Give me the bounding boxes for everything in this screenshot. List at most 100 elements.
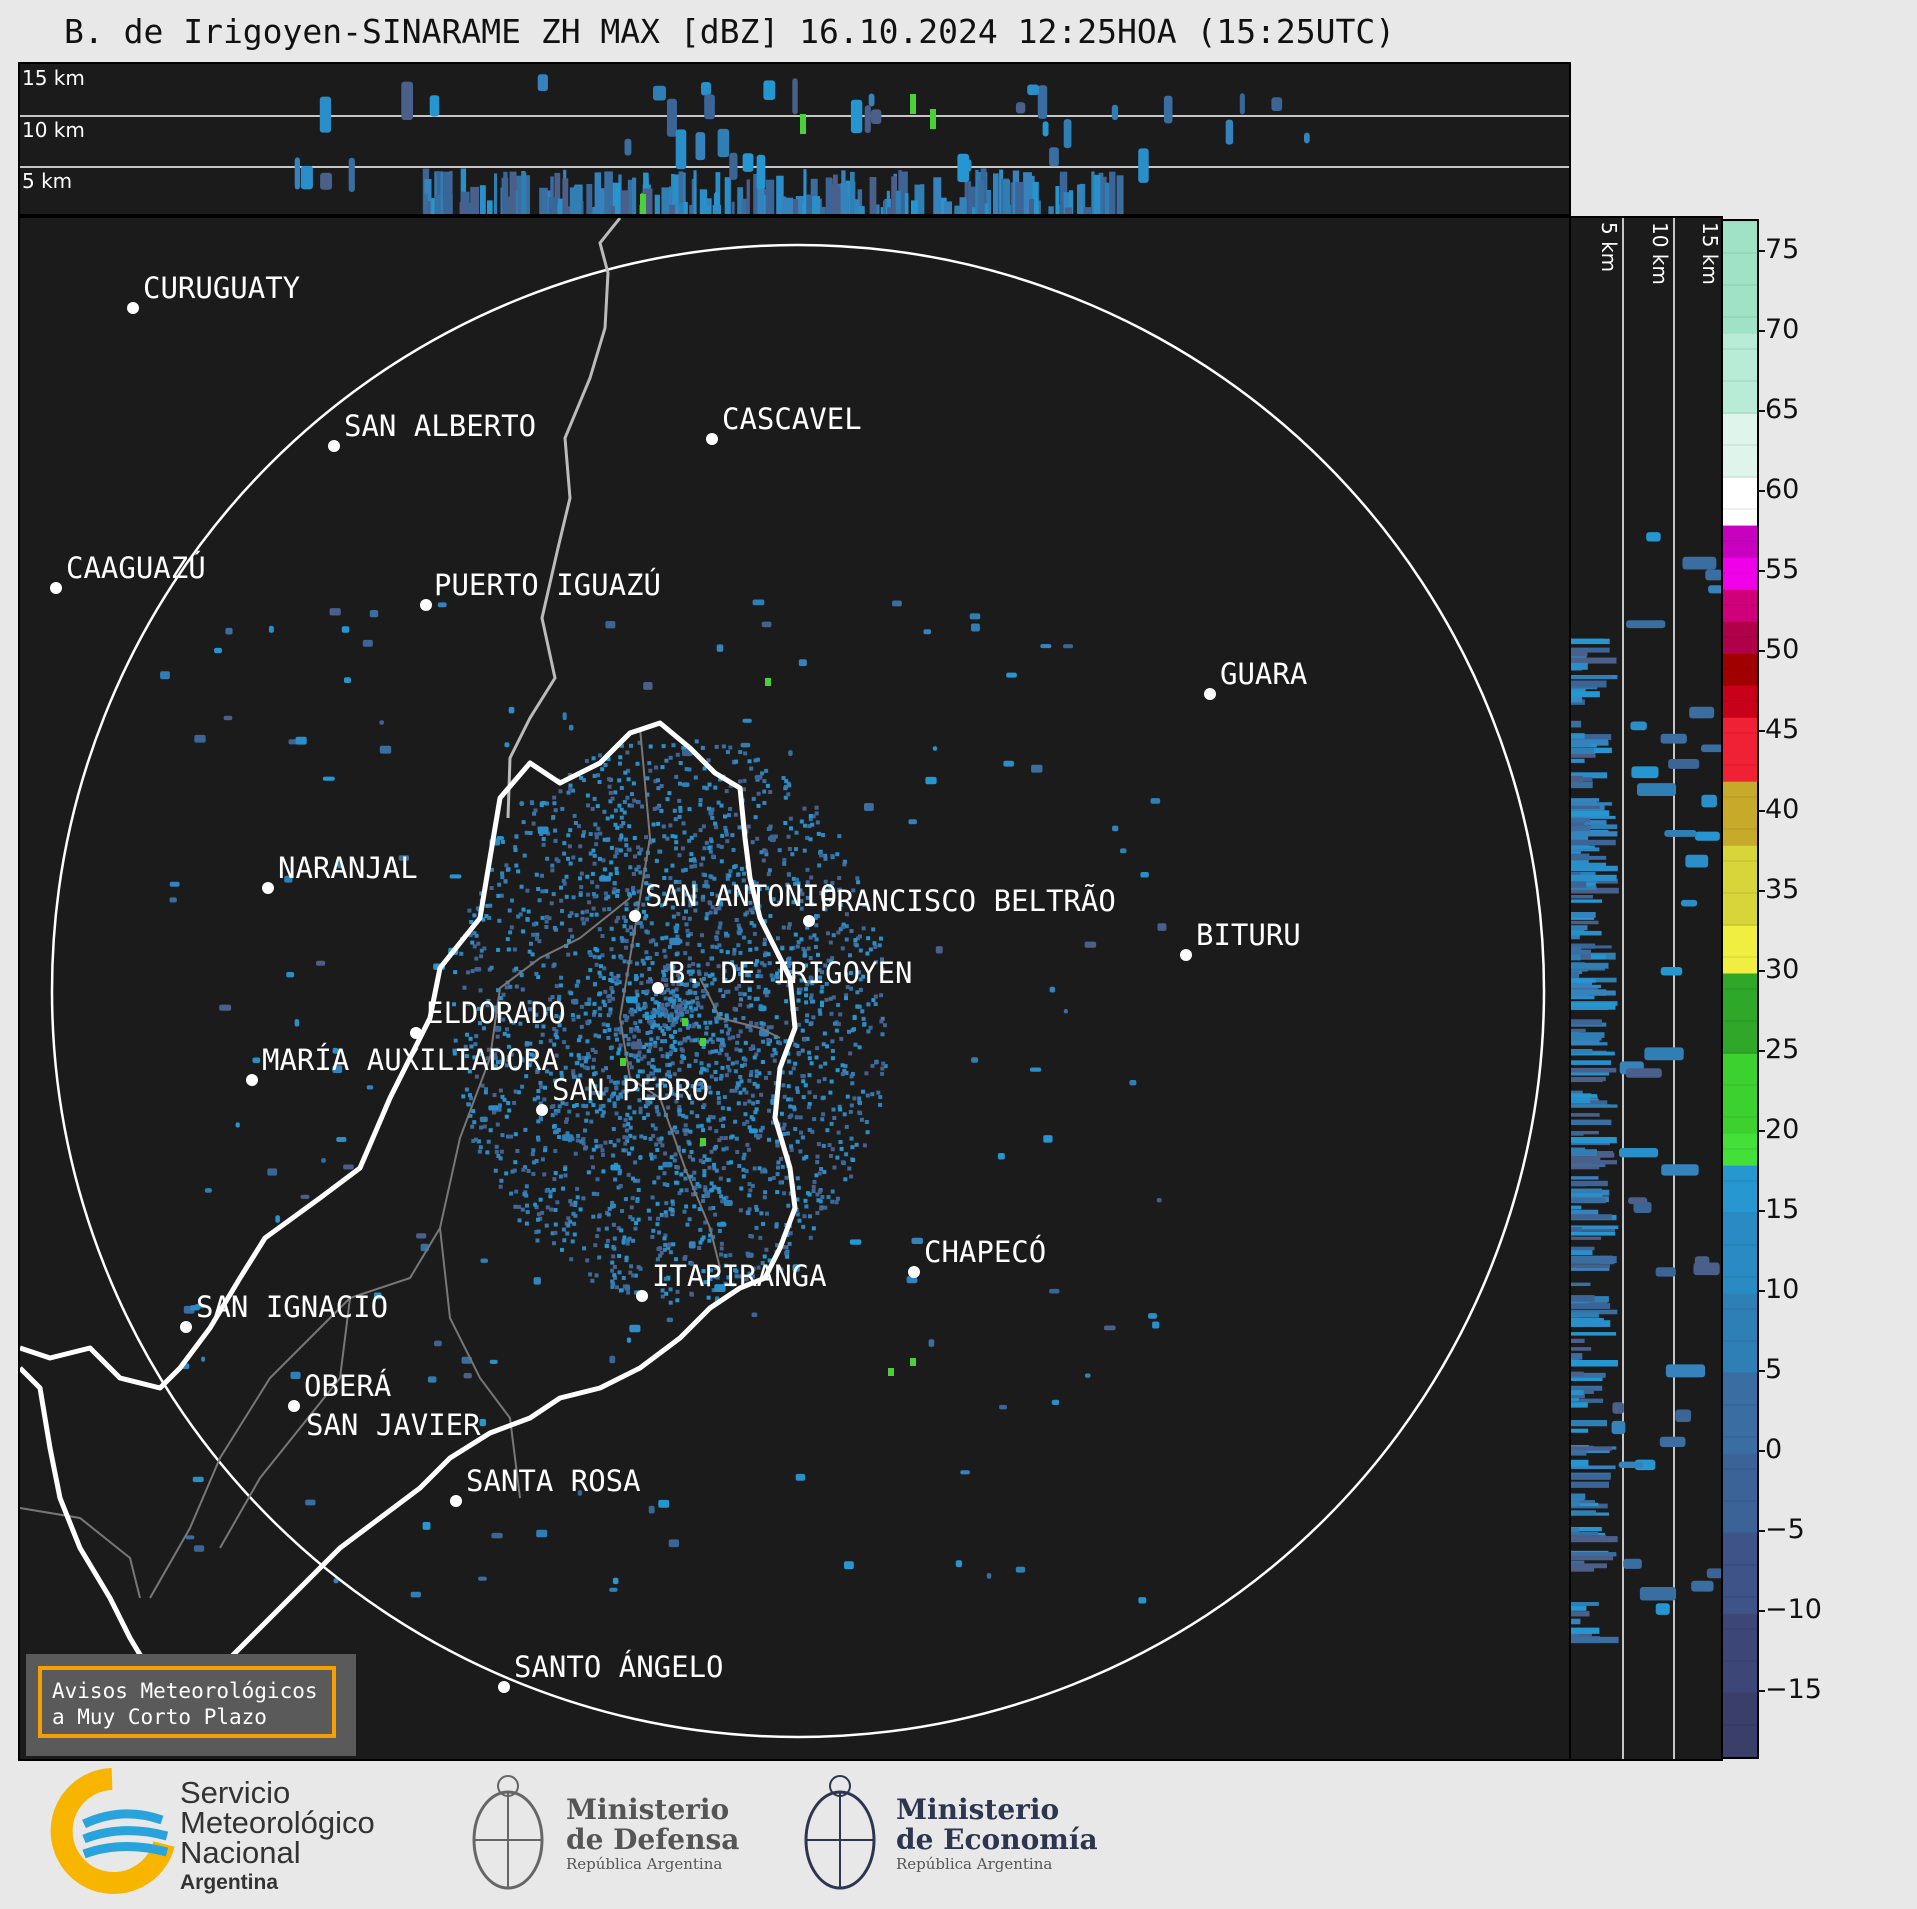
- city-dot: [328, 440, 340, 452]
- city-label: CHAPECÓ: [924, 1235, 1046, 1269]
- colorbar-tick-label: 5: [1765, 1354, 1783, 1385]
- smn-name: Servicio Meteorológico Nacional Argentin…: [180, 1775, 375, 1898]
- colorbar-tick-label: 25: [1765, 1034, 1800, 1065]
- colorbar: [1721, 219, 1759, 1759]
- department-borders: [20, 727, 781, 1599]
- city-label: NARANJAL: [278, 851, 418, 885]
- colorbar-tick-label: 75: [1765, 234, 1800, 265]
- city-label: PUERTO IGUAZÚ: [434, 568, 661, 602]
- smn-line4: Argentina: [180, 1871, 279, 1894]
- top-height-profile-panel: 15 km 10 km 5 km: [18, 62, 1571, 216]
- side-label-10km: 10 km: [1648, 222, 1672, 285]
- colorbar-tickmark: [1757, 570, 1765, 572]
- city-marker: SANTA ROSA: [450, 1464, 641, 1507]
- radar-map[interactable]: CURUGUATY SAN ALBERTO CASCAVEL CAAGUAZÚ GUAR…: [20, 218, 1571, 1761]
- smn-line1: Servicio: [180, 1775, 291, 1810]
- city-dot: [288, 1400, 300, 1412]
- warning-link[interactable]: Avisos Meteorológicos a Muy Corto Plazo: [38, 1666, 336, 1738]
- city-label: ELDORADO: [426, 996, 566, 1030]
- colorbar-tick-label: 50: [1765, 634, 1800, 665]
- city-marker: BITURU: [1180, 918, 1301, 961]
- city-marker: SAN IGNACIO: [180, 1290, 388, 1333]
- colorbar-tick-label: 35: [1765, 874, 1800, 905]
- radar-map-panel[interactable]: CURUGUATY SAN ALBERTO CASCAVEL CAAGUAZÚ GUAR…: [18, 216, 1571, 1761]
- colorbar-tickmark: [1757, 970, 1765, 972]
- city-dot: [410, 1027, 422, 1039]
- city-marker: MARÍA AUXILIADORA: [246, 1043, 559, 1086]
- colorbar-tickmark: [1757, 410, 1765, 412]
- city-label: BITURU: [1196, 918, 1301, 952]
- city-marker: CAAGUAZÚ: [50, 551, 206, 594]
- colorbar-tick-label: 20: [1765, 1114, 1800, 1145]
- colorbar-tickmark: [1757, 1290, 1765, 1292]
- city-dot: [629, 910, 641, 922]
- city-label: SAN IGNACIO: [196, 1290, 388, 1324]
- city-label: OBERÁ: [304, 1369, 391, 1403]
- economia-emblem-icon: [804, 1775, 876, 1890]
- smn-line2: Meteorológico: [180, 1805, 375, 1840]
- warning-line1: Avisos Meteorológicos: [52, 1679, 318, 1703]
- economia-line2: de Economía: [896, 1823, 1098, 1856]
- city-label: ITAPIRANGA: [652, 1259, 827, 1293]
- city-dot: [498, 1681, 510, 1693]
- city-label: B. DE IRIGOYEN: [668, 956, 912, 990]
- colorbar-tick-label: 70: [1765, 314, 1800, 345]
- city-marker: GUARA: [1204, 657, 1307, 700]
- colorbar-tick-label: 65: [1765, 394, 1800, 425]
- colorbar-tick-label: 55: [1765, 554, 1800, 585]
- colorbar-tick-label: −15: [1765, 1674, 1822, 1705]
- city-dot: [246, 1074, 258, 1086]
- city-dot: [450, 1495, 462, 1507]
- city-marker: NARANJAL: [262, 851, 418, 894]
- colorbar-tickmark: [1757, 490, 1765, 492]
- colorbar-tick-label: −10: [1765, 1594, 1822, 1625]
- defensa-line2: de Defensa: [566, 1823, 740, 1856]
- smn-logo-icon: [50, 1768, 175, 1894]
- city-label: SAN PEDRO: [552, 1073, 709, 1107]
- colorbar-tickmark: [1757, 1130, 1765, 1132]
- colorbar-tickmark: [1757, 1610, 1765, 1612]
- colorbar-tickmark: [1757, 650, 1765, 652]
- city-dot: [536, 1104, 548, 1116]
- city-marker: CASCAVEL: [706, 402, 862, 445]
- colorbar-tickmark: [1757, 890, 1765, 892]
- city-dot: [803, 915, 815, 927]
- city-label: SAN JAVIER: [306, 1408, 481, 1442]
- city-dot: [127, 302, 139, 314]
- range-ring: [50, 243, 1546, 1739]
- colorbar-tickmark: [1757, 1370, 1765, 1372]
- city-marker: ITAPIRANGA: [636, 1259, 827, 1302]
- side-label-5km: 5 km: [1597, 222, 1621, 273]
- warning-box[interactable]: Avisos Meteorológicos a Muy Corto Plazo: [26, 1654, 356, 1756]
- defensa-emblem-icon: [472, 1775, 544, 1890]
- city-label: CASCAVEL: [722, 402, 862, 436]
- colorbar-tick-label: 40: [1765, 794, 1800, 825]
- city-dot: [636, 1290, 648, 1302]
- city-dot: [706, 433, 718, 445]
- city-marker: SAN PEDRO: [536, 1073, 709, 1116]
- colorbar-tickmark: [1757, 730, 1765, 732]
- city-marker: ELDORADO: [410, 996, 566, 1039]
- city-label: SAN ANTONIO: [645, 879, 837, 913]
- side-label-15km: 15 km: [1698, 222, 1722, 285]
- footer: [0, 1762, 1917, 1909]
- colorbar-tickmark: [1757, 810, 1765, 812]
- colorbar-tickmark: [1757, 330, 1765, 332]
- city-dot: [420, 599, 432, 611]
- city-marker: SANTO ÁNGELO: [498, 1650, 724, 1693]
- city-marker: B. DE IRIGOYEN: [652, 956, 912, 994]
- city-dot: [908, 1266, 920, 1278]
- city-label: CURUGUATY: [143, 271, 300, 305]
- colorbar-tick-label: 45: [1765, 714, 1800, 745]
- defensa-line1: Ministerio: [566, 1793, 730, 1826]
- colorbar-tickmark: [1757, 1050, 1765, 1052]
- city-dot: [180, 1321, 192, 1333]
- top-echoes: [294, 74, 1310, 214]
- city-dot: [262, 882, 274, 894]
- city-marker: CURUGUATY: [127, 271, 300, 314]
- city-marker: CHAPECÓ: [908, 1235, 1046, 1278]
- city-label: FRANCISCO BELTRÃO: [819, 884, 1116, 918]
- city-layer: CURUGUATY SAN ALBERTO CASCAVEL CAAGUAZÚ GUAR…: [50, 271, 1307, 1693]
- country-border: [506, 218, 622, 819]
- province-border: [20, 720, 798, 1721]
